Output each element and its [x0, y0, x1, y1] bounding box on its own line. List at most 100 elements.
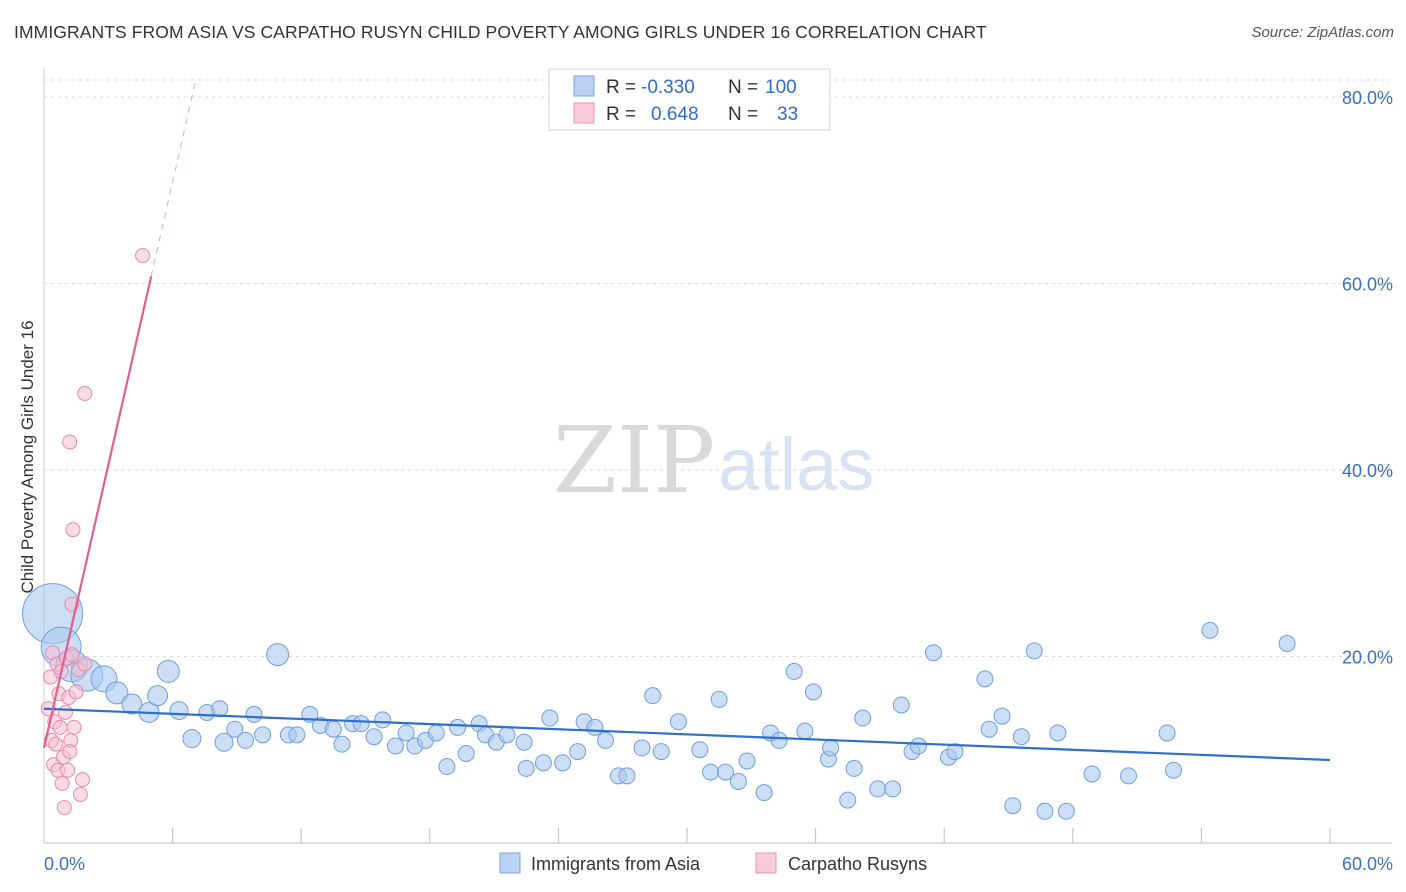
asia-point	[457, 744, 475, 762]
asia-point	[515, 733, 533, 751]
asia-point	[1201, 621, 1219, 639]
trend-lines	[42, 78, 1331, 762]
asia-point	[121, 693, 143, 715]
asia-point	[541, 709, 559, 727]
legend-item-asia-label: Immigrants from Asia	[531, 854, 701, 874]
gridlines	[44, 79, 1392, 657]
asia-point	[1036, 802, 1054, 820]
asia-point	[884, 780, 902, 798]
asia-point	[517, 759, 535, 777]
rusyn-point	[62, 744, 78, 760]
rusyn-point	[48, 736, 64, 752]
asia-point	[924, 644, 942, 662]
asia-point	[691, 741, 709, 759]
rusyn-point	[77, 386, 93, 402]
legend-box	[548, 68, 831, 131]
asia-point	[365, 728, 383, 746]
asia-point	[796, 722, 814, 740]
asia-point	[333, 735, 351, 753]
source-credit: Source: ZipAtlas.com	[1251, 24, 1394, 41]
asia-point	[729, 772, 747, 790]
rusyn-point	[75, 772, 91, 788]
asia-point	[498, 726, 516, 744]
correlation-legend: R = -0.330 N = 100 R = 0.648 N = 33	[548, 68, 831, 131]
asia-point	[633, 739, 651, 757]
rusyn-point	[65, 522, 81, 538]
watermark: ZIP atlas	[553, 407, 874, 514]
asia-point	[669, 713, 687, 731]
asia-point	[980, 720, 998, 738]
rusyn-point	[77, 656, 93, 672]
asia-point	[1012, 728, 1030, 746]
legend-item-asia-swatch	[499, 852, 521, 874]
asia-point	[1120, 767, 1138, 785]
y-tick-label-40: 40.0%	[1342, 461, 1393, 481]
asia-point	[374, 711, 392, 729]
asia-point	[236, 731, 254, 749]
asia-point	[652, 743, 670, 761]
asia-trend-line	[43, 707, 1331, 762]
rusyn-point	[62, 434, 78, 450]
asia-point	[226, 720, 244, 738]
asia-point	[147, 685, 169, 707]
asia-point	[854, 709, 872, 727]
asia-point	[266, 643, 290, 667]
asia-point	[1083, 765, 1101, 783]
asia-point	[156, 659, 180, 683]
rusyn-point	[68, 684, 84, 700]
legend-n-label-2: N =	[728, 104, 758, 125]
legend-r-label-1: R =	[606, 77, 636, 98]
rusyn-point	[66, 719, 82, 735]
y-axis-label: Child Poverty Among Girls Under 16	[18, 320, 37, 593]
rusyn-point	[72, 787, 88, 803]
asia-point	[182, 729, 202, 749]
rusyn-trend-extension	[150, 78, 197, 277]
asia-point	[438, 758, 456, 776]
asia-point	[387, 737, 405, 755]
asia-point	[105, 681, 129, 705]
legend-r-label-2: R =	[606, 104, 636, 125]
rusyn-trend-line	[42, 276, 153, 749]
asia-point	[644, 687, 662, 705]
asia-point	[993, 707, 1011, 725]
asia-point	[254, 726, 272, 744]
legend-item-rusyn-swatch	[755, 852, 777, 874]
series-carpatho-rusyns	[40, 248, 151, 816]
chart-title: IMMIGRANTS FROM ASIA VS CARPATHO RUSYN C…	[14, 22, 987, 42]
asia-point	[618, 767, 636, 785]
asia-point	[717, 763, 735, 781]
rusyn-point	[60, 762, 76, 778]
watermark-zip: ZIP	[553, 407, 715, 514]
rusyn-point	[52, 719, 68, 735]
x-tick-label-0: 0.0%	[44, 854, 85, 874]
series-legend: Immigrants from Asia Carpatho Rusyns	[499, 852, 927, 874]
asia-point	[554, 754, 572, 772]
asia-point	[449, 718, 467, 736]
series-immigrants-from-asia	[22, 583, 1296, 820]
legend-r-value-2: 0.648	[651, 104, 699, 125]
rusyn-point	[57, 704, 73, 720]
rusyn-point	[135, 248, 151, 264]
asia-point	[909, 737, 927, 755]
asia-point	[845, 759, 863, 777]
legend-swatch-pink	[573, 102, 595, 124]
y-tick-labels: 20.0% 40.0% 60.0% 80.0%	[1342, 88, 1393, 668]
legend-n-value-1: 100	[765, 77, 797, 98]
asia-point	[1165, 761, 1183, 779]
asia-point	[755, 784, 773, 802]
legend-swatch-blue	[573, 75, 595, 97]
legend-n-label-1: N =	[728, 77, 758, 98]
asia-point	[352, 715, 370, 733]
asia-point	[169, 701, 189, 721]
asia-point	[1049, 724, 1067, 742]
axes	[43, 68, 1392, 844]
legend-item-rusyn-label: Carpatho Rusyns	[788, 854, 927, 874]
asia-point	[211, 700, 229, 718]
asia-point	[1278, 634, 1296, 652]
y-tick-label-80: 80.0%	[1342, 88, 1393, 108]
asia-point	[586, 718, 604, 736]
asia-point	[738, 752, 756, 770]
asia-point	[245, 705, 263, 723]
y-tick-label-20: 20.0%	[1342, 648, 1393, 668]
